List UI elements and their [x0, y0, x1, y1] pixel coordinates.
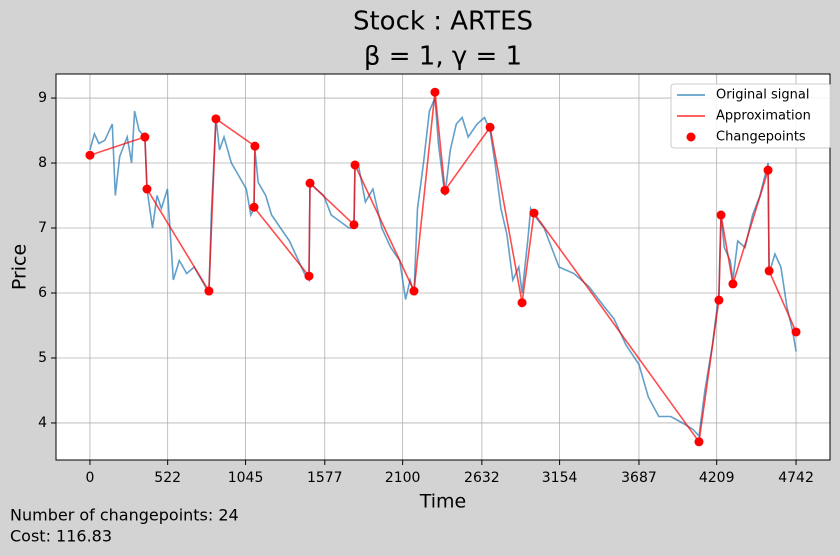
y-tick-label: 6 [38, 285, 47, 301]
changepoint [85, 150, 95, 160]
changepoint [349, 220, 359, 230]
x-tick-label: 2632 [464, 470, 500, 486]
legend-label: Changepoints [716, 130, 806, 145]
changepoint [409, 286, 419, 296]
changepoint [350, 160, 360, 170]
y-tick-label: 4 [38, 415, 47, 431]
changepoint [430, 87, 440, 97]
x-tick-label: 4209 [699, 470, 735, 486]
plot-frame [55, 73, 831, 461]
changepoint [485, 122, 495, 132]
changepoint [211, 114, 221, 124]
x-tick-label: 2100 [385, 470, 421, 486]
legend-label: Original signal [716, 88, 809, 103]
chart-title: Stock : ARTES [353, 7, 533, 37]
x-axis-label: Time [419, 491, 467, 513]
x-tick-label: 1045 [228, 470, 264, 486]
changepoint [764, 266, 774, 276]
changepoint [694, 437, 704, 447]
footer-text: Number of changepoints: 24 [10, 506, 239, 525]
changepoint [791, 327, 801, 337]
legend-label: Approximation [716, 109, 811, 124]
x-tick-label: 3687 [621, 470, 657, 486]
changepoint [716, 210, 726, 220]
chart-subtitle: β = 1, γ = 1 [364, 42, 522, 72]
legend-box [670, 83, 832, 149]
series-line [89, 92, 797, 444]
changepoint [728, 279, 738, 289]
changepoint [529, 208, 539, 218]
changepoint [249, 202, 259, 212]
changepoint [714, 295, 724, 305]
changepoint [305, 178, 315, 188]
changepoint [440, 185, 450, 195]
changepoint [140, 132, 150, 142]
changepoint [763, 165, 773, 175]
legend-marker [686, 132, 696, 142]
y-tick-label: 9 [38, 90, 47, 106]
x-tick-label: 522 [154, 470, 181, 486]
x-tick-label: 3154 [542, 470, 578, 486]
y-tick-label: 5 [38, 350, 47, 366]
changepoint [204, 286, 214, 296]
x-tick-label: 1577 [307, 470, 343, 486]
x-tick-label: 4742 [778, 470, 814, 486]
y-axis-label: Price [9, 244, 31, 290]
footer-text: Cost: 116.83 [10, 527, 112, 546]
changepoint [250, 141, 260, 151]
y-tick-label: 8 [38, 155, 47, 171]
x-tick-label: 0 [85, 470, 94, 486]
y-tick-label: 7 [38, 220, 47, 236]
changepoint [142, 184, 152, 194]
series-line [89, 97, 797, 438]
changepoint [304, 271, 314, 281]
changepoint [517, 298, 527, 308]
